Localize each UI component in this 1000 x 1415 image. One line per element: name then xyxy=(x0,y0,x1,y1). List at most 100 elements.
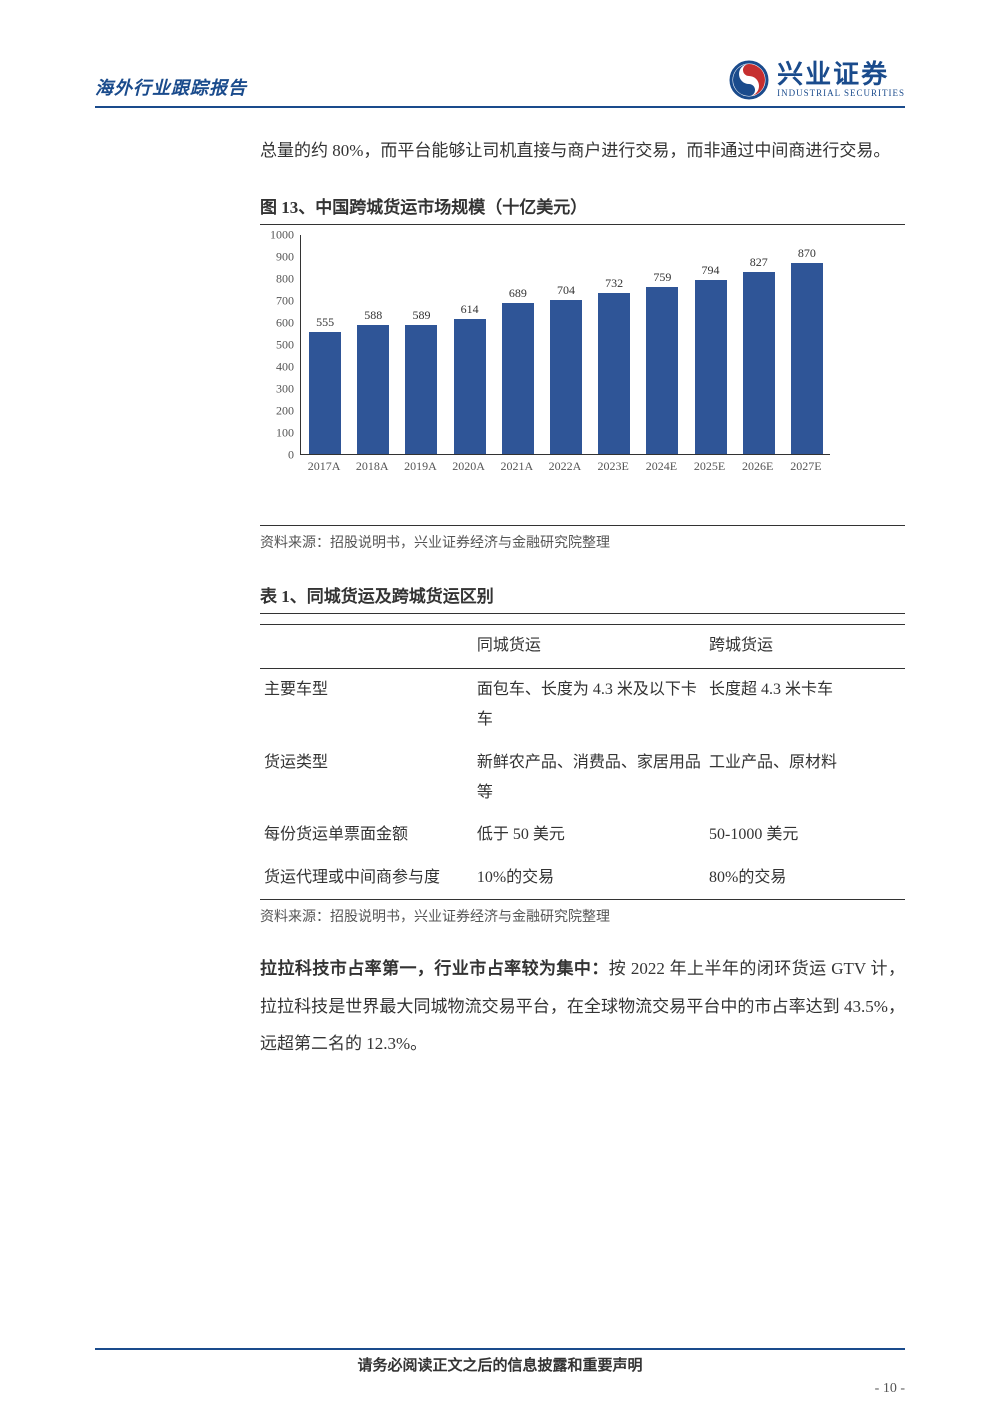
y-tick-label: 900 xyxy=(276,250,294,265)
bar-value-label: 704 xyxy=(557,283,575,298)
bar xyxy=(454,319,486,454)
chart-plot-area: 555 588 589 614 689 704 732 759 794 827 870 xyxy=(300,235,830,455)
x-tick-label: 2019A xyxy=(404,459,437,474)
table-cell: 工业产品、原材料 xyxy=(705,742,905,815)
page-footer: 请务必阅读正文之后的信息披露和重要声明 - 10 - xyxy=(95,1348,905,1375)
table-row: 主要车型面包车、长度为 4.3 米及以下卡车长度超 4.3 米卡车 xyxy=(260,668,905,741)
table-cell: 每份货运单票面金额 xyxy=(260,814,473,856)
table-1-title: 表 1、同城货运及跨城货运区别 xyxy=(260,582,905,614)
content-area: 总量的约 80%，而平台能够让司机直接与商户进行交易，而非通过中间商进行交易。 … xyxy=(260,112,905,1062)
table-cell: 低于 50 美元 xyxy=(473,814,705,856)
logo-cn: 兴业证券 xyxy=(777,62,889,88)
bar xyxy=(598,293,630,454)
x-tick-label: 2020A xyxy=(452,459,485,474)
x-tick-label: 2021A xyxy=(500,459,533,474)
x-tick-label: 2023E xyxy=(598,459,629,474)
y-tick-label: 300 xyxy=(276,382,294,397)
bar-group: 704 xyxy=(550,283,582,455)
bar-value-label: 759 xyxy=(653,270,671,285)
chart-y-axis: 01002003004005006007008009001000 xyxy=(260,235,300,455)
table-header-cell: 同城货运 xyxy=(473,625,705,668)
bar-value-label: 555 xyxy=(316,315,334,330)
y-tick-label: 500 xyxy=(276,338,294,353)
footer-disclaimer: 请务必阅读正文之后的信息披露和重要声明 xyxy=(95,1354,905,1375)
logo-en: INDUSTRIAL SECURITIES xyxy=(777,88,905,98)
y-tick-label: 600 xyxy=(276,316,294,331)
table-cell: 货运类型 xyxy=(260,742,473,815)
y-tick-label: 800 xyxy=(276,272,294,287)
bar xyxy=(646,287,678,454)
table-row: 货运代理或中间商参与度10%的交易80%的交易 xyxy=(260,857,905,900)
bar-group: 870 xyxy=(791,246,823,454)
table-header-cell xyxy=(260,625,473,668)
bar-group: 794 xyxy=(695,263,727,455)
bar-value-label: 794 xyxy=(702,263,720,278)
paragraph-2-lead: 拉拉科技市占率第一，行业市占率较为集中： xyxy=(260,959,609,978)
table-cell: 50-1000 美元 xyxy=(705,814,905,856)
table-cell: 10%的交易 xyxy=(473,857,705,900)
x-tick-label: 2018A xyxy=(356,459,389,474)
bar-group: 589 xyxy=(405,308,437,455)
report-category: 海外行业跟踪报告 xyxy=(95,74,247,100)
footer-rule xyxy=(95,1348,905,1350)
table-cell: 面包车、长度为 4.3 米及以下卡车 xyxy=(473,668,705,741)
bar-value-label: 827 xyxy=(750,255,768,270)
bar-group: 759 xyxy=(646,270,678,454)
figure-13-title: 图 13、中国跨城货运市场规模（十亿美元） xyxy=(260,193,905,225)
bar-value-label: 588 xyxy=(364,308,382,323)
y-tick-label: 100 xyxy=(276,426,294,441)
table-cell: 货运代理或中间商参与度 xyxy=(260,857,473,900)
bar-group: 555 xyxy=(309,315,341,454)
bar-group: 689 xyxy=(502,286,534,455)
y-tick-label: 200 xyxy=(276,404,294,419)
paragraph-2: 拉拉科技市占率第一，行业市占率较为集中：按 2022 年上半年的闭环货运 GTV… xyxy=(260,950,905,1062)
page-header: 海外行业跟踪报告 兴业证券 INDUSTRIAL SECURITIES xyxy=(95,60,905,108)
y-tick-label: 700 xyxy=(276,294,294,309)
x-tick-label: 2026E xyxy=(742,459,773,474)
figure-13-source: 资料来源：招股说明书，兴业证券经济与金融研究院整理 xyxy=(260,532,905,552)
y-tick-label: 1000 xyxy=(270,228,294,243)
bar xyxy=(405,325,437,455)
table-cell: 主要车型 xyxy=(260,668,473,741)
y-tick-label: 0 xyxy=(288,448,294,463)
bar xyxy=(550,300,582,455)
table-header-cell: 跨城货运 xyxy=(705,625,905,668)
bar-value-label: 870 xyxy=(798,246,816,261)
y-tick-label: 400 xyxy=(276,360,294,375)
x-tick-label: 2017A xyxy=(308,459,341,474)
bar xyxy=(743,272,775,454)
bar-group: 732 xyxy=(598,276,630,454)
page-number: - 10 - xyxy=(875,1381,905,1397)
x-tick-label: 2025E xyxy=(694,459,725,474)
bar-group: 588 xyxy=(357,308,389,454)
table-1-source: 资料来源：招股说明书，兴业证券经济与金融研究院整理 xyxy=(260,906,905,926)
logo-text: 兴业证券 INDUSTRIAL SECURITIES xyxy=(777,62,905,98)
page: 海外行业跟踪报告 兴业证券 INDUSTRIAL SECURITIES 总量的约… xyxy=(0,0,1000,1415)
chart-bottom-rule xyxy=(260,525,905,526)
figure-13-chart: 01002003004005006007008009001000 5555885… xyxy=(260,235,840,495)
brand-logo: 兴业证券 INDUSTRIAL SECURITIES xyxy=(729,60,905,100)
x-tick-label: 2027E xyxy=(790,459,821,474)
table-row: 每份货运单票面金额低于 50 美元50-1000 美元 xyxy=(260,814,905,856)
x-tick-label: 2024E xyxy=(646,459,677,474)
bar-value-label: 589 xyxy=(412,308,430,323)
bar-group: 614 xyxy=(454,302,486,454)
intro-paragraph: 总量的约 80%，而平台能够让司机直接与商户进行交易，而非通过中间商进行交易。 xyxy=(260,132,905,169)
bar xyxy=(502,303,534,455)
bar xyxy=(791,263,823,454)
bar xyxy=(695,280,727,455)
logo-swirl-icon xyxy=(729,60,769,100)
chart-x-axis: 2017A 2018A 2019A 2020A 2021A 2022A 2023E 2024E… xyxy=(300,459,830,479)
bar-group: 827 xyxy=(743,255,775,454)
x-tick-label: 2022A xyxy=(549,459,582,474)
table-cell: 新鲜农产品、消费品、家居用品等 xyxy=(473,742,705,815)
bar-value-label: 689 xyxy=(509,286,527,301)
bar xyxy=(357,325,389,454)
table-cell: 80%的交易 xyxy=(705,857,905,900)
bar-value-label: 732 xyxy=(605,276,623,291)
table-cell: 长度超 4.3 米卡车 xyxy=(705,668,905,741)
table-1: 同城货运跨城货运主要车型面包车、长度为 4.3 米及以下卡车长度超 4.3 米卡… xyxy=(260,624,905,900)
bar-value-label: 614 xyxy=(461,302,479,317)
bar xyxy=(309,332,341,454)
table-row: 货运类型新鲜农产品、消费品、家居用品等工业产品、原材料 xyxy=(260,742,905,815)
